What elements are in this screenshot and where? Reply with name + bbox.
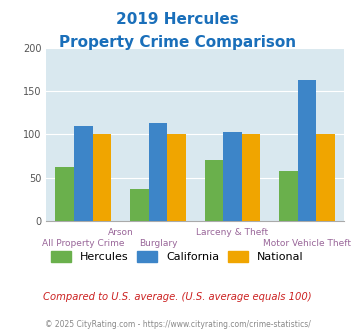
Bar <box>279 171 298 221</box>
Bar <box>316 135 335 221</box>
Text: 2019 Hercules: 2019 Hercules <box>116 12 239 26</box>
Legend: Hercules, California, National: Hercules, California, National <box>47 247 308 267</box>
Bar <box>55 167 74 221</box>
Text: Burglary: Burglary <box>139 239 177 248</box>
Text: Property Crime Comparison: Property Crime Comparison <box>59 35 296 50</box>
Text: All Property Crime: All Property Crime <box>42 239 125 248</box>
Bar <box>93 135 111 221</box>
Bar <box>74 126 93 221</box>
Bar <box>242 135 261 221</box>
Bar <box>298 80 316 221</box>
Text: © 2025 CityRating.com - https://www.cityrating.com/crime-statistics/: © 2025 CityRating.com - https://www.city… <box>45 320 310 329</box>
Text: Larceny & Theft: Larceny & Theft <box>196 228 269 237</box>
Bar <box>223 132 242 221</box>
Bar <box>167 135 186 221</box>
Bar <box>130 189 149 221</box>
Text: Compared to U.S. average. (U.S. average equals 100): Compared to U.S. average. (U.S. average … <box>43 292 312 302</box>
Bar <box>204 160 223 221</box>
Bar <box>149 123 167 221</box>
Text: Arson: Arson <box>108 228 133 237</box>
Text: Motor Vehicle Theft: Motor Vehicle Theft <box>263 239 351 248</box>
